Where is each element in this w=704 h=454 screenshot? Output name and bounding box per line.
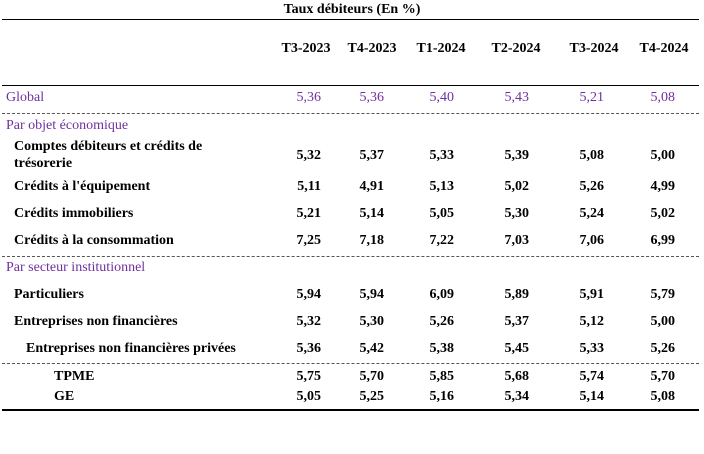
row-label: Entreprises non financières [14,314,178,329]
table-title: Taux débiteurs (En %) [283,2,421,17]
cell: 5,21 [296,206,322,221]
table-row: Comptes débiteurs et crédits de trésorer… [0,139,704,175]
table-row: Particuliers 5,94 5,94 6,09 5,89 5,91 5,… [0,287,704,309]
cell: 5,08 [650,90,676,105]
row-label-continued: trésorerie [14,156,73,171]
row-label: TPME [54,369,95,384]
section-header-secteur: Par secteur institutionnel [0,260,704,282]
row-label: Entreprises non financières privées [26,341,236,356]
cell: 5,36 [296,90,322,105]
cell: 5,25 [359,389,385,404]
cell: 5,16 [429,389,455,404]
cell: 5,94 [296,287,322,302]
cell: 5,39 [504,148,530,163]
cell: 5,08 [579,148,605,163]
cell: 5,94 [359,287,385,302]
row-label: Crédits à la consommation [14,233,174,248]
section-header-objet: Par objet économique [0,118,704,140]
table-row: Crédits à l'équipement 5,11 4,91 5,13 5,… [0,179,704,201]
cell: 5,70 [650,369,676,384]
row-label: Crédits à l'équipement [14,179,151,194]
cell: 5,33 [579,341,605,356]
table-frame [2,19,699,411]
cell: 5,02 [650,206,676,221]
table-row: GE 5,05 5,25 5,16 5,34 5,14 5,08 [0,389,704,411]
cell: 5,32 [296,148,322,163]
cell: 5,34 [504,389,530,404]
header-divider [2,85,699,86]
cell: 5,70 [359,369,385,384]
cell: 7,25 [296,233,322,248]
cell: 5,14 [359,206,385,221]
section-divider [2,113,699,114]
cell: 5,08 [650,389,676,404]
cell: 5,02 [504,179,530,194]
cell: 5,30 [504,206,530,221]
cell: 5,26 [429,314,455,329]
cell: 5,36 [296,341,322,356]
cell: 7,03 [504,233,530,248]
section-divider [2,256,699,257]
cell: 4,99 [650,179,676,194]
table-row: Entreprises non financières 5,32 5,30 5,… [0,314,704,336]
column-header-5: T3-2024 [569,41,619,56]
column-header-3: T1-2024 [416,41,466,56]
cell: 5,13 [429,179,455,194]
row-label: Comptes débiteurs et crédits de [14,139,203,154]
cell: 5,32 [296,314,322,329]
cell: 7,18 [359,233,385,248]
column-header-1: T3-2023 [281,41,331,56]
cell: 5,38 [429,341,455,356]
column-header-4: T2-2024 [491,41,541,56]
column-header-6: T4-2024 [639,41,689,56]
cell: 5,33 [429,148,455,163]
cell: 6,99 [650,233,676,248]
cell: 5,40 [429,90,455,105]
cell: 5,85 [429,369,455,384]
table-row: Crédits immobiliers 5,21 5,14 5,05 5,30 … [0,206,704,228]
cell: 5,00 [650,148,676,163]
section-label: Par objet économique [6,118,129,133]
cell: 5,05 [429,206,455,221]
cell: 5,24 [579,206,605,221]
cell: 5,89 [504,287,530,302]
cell: 5,91 [579,287,605,302]
row-label: Particuliers [14,287,84,302]
cell: 5,26 [579,179,605,194]
section-divider [2,363,699,364]
cell: 5,14 [579,389,605,404]
cell: 6,09 [429,287,455,302]
cell: 5,74 [579,369,605,384]
section-label: Par secteur institutionnel [6,260,146,275]
cell: 5,37 [359,148,385,163]
cell: 5,75 [296,369,322,384]
cell: 5,05 [296,389,322,404]
table-row: Entreprises non financières privées 5,36… [0,341,704,363]
cell: 7,06 [579,233,605,248]
column-header-2: T4-2023 [347,41,397,56]
cell: 5,30 [359,314,385,329]
cell: 5,21 [579,90,605,105]
row-label: Crédits immobiliers [14,206,134,221]
cell: 5,12 [579,314,605,329]
cell: 5,26 [650,341,676,356]
cell: 5,36 [359,90,385,105]
cell: 5,79 [650,287,676,302]
cell: 7,22 [429,233,455,248]
cell: 5,11 [297,179,321,194]
cell: 5,43 [504,90,530,105]
cell: 5,45 [504,341,530,356]
cell: 5,37 [504,314,530,329]
table-row: TPME 5,75 5,70 5,85 5,68 5,74 5,70 [0,369,704,391]
row-label: GE [54,389,75,404]
row-label: Global [6,90,45,105]
cell: 4,91 [359,179,385,194]
cell: 5,00 [650,314,676,329]
cell: 5,42 [359,341,385,356]
cell: 5,68 [504,369,530,384]
table-row: Crédits à la consommation 7,25 7,18 7,22… [0,233,704,255]
table-row-global: Global 5,36 5,36 5,40 5,43 5,21 5,08 [0,90,704,112]
